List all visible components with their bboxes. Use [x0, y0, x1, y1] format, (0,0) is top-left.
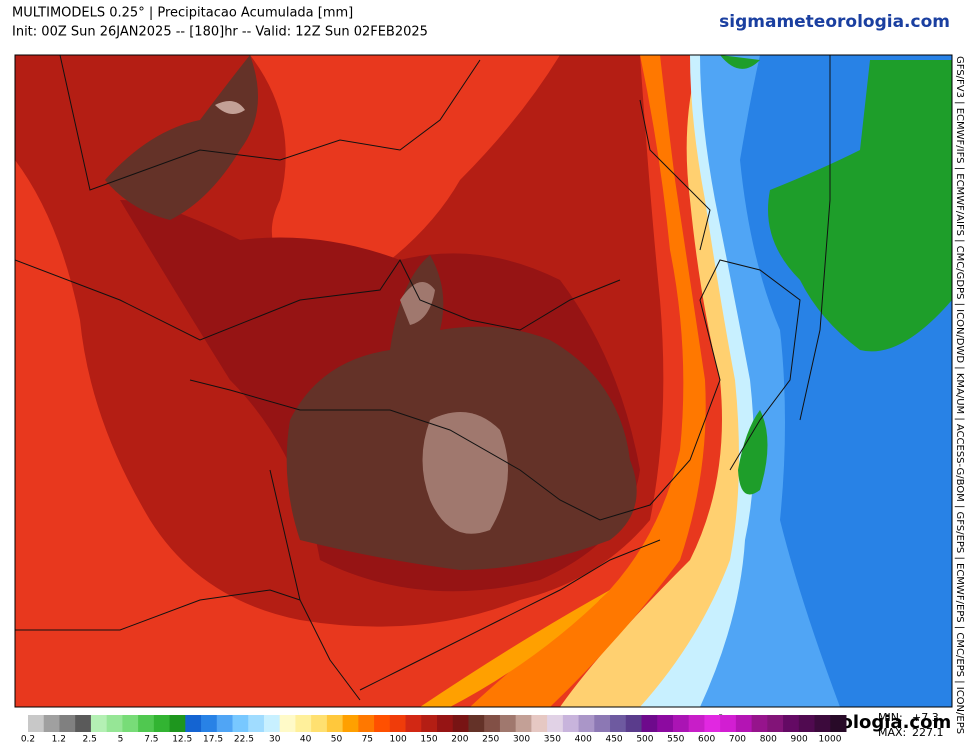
- colorbar-swatch: [248, 715, 265, 732]
- colorbar-swatch: [798, 715, 816, 732]
- colorbar-swatch: [657, 715, 674, 732]
- colorbar-label: 400: [575, 735, 592, 744]
- colorbar-swatch: [515, 715, 532, 732]
- colorbar-swatch: [531, 715, 548, 732]
- colorbar-swatch: [578, 715, 595, 732]
- colorbar-swatch: [499, 715, 517, 732]
- colorbar-label: 1000: [819, 735, 842, 744]
- colorbar-label: 5: [118, 735, 124, 744]
- colorbar-label: 700: [729, 735, 746, 744]
- site-name: sigmameteorologia.com: [719, 12, 950, 32]
- colorbar-swatch: [610, 715, 627, 732]
- colorbar-label: 7.5: [144, 735, 158, 744]
- colorbar-label: 900: [791, 735, 808, 744]
- colorbar-label: 40: [300, 735, 312, 744]
- colorbar-label: 100: [390, 735, 407, 744]
- precip-map: [15, 55, 952, 707]
- colorbar: 0.2 1.2 2.5 5 7.5 12.5 17.5 22.5 30 40 50 75 100 150 2…: [21, 715, 847, 745]
- colorbar-label: 50: [331, 735, 343, 744]
- colorbar-swatch: [232, 715, 249, 732]
- colorbar-label: 450: [605, 735, 622, 744]
- colorbar-swatch: [90, 715, 108, 732]
- colorbar-swatch: [185, 715, 202, 732]
- colorbar-swatch: [389, 715, 407, 732]
- colorbar-label: 550: [667, 735, 684, 744]
- colorbar-label: 12.5: [172, 735, 192, 744]
- colorbar-label: 2.5: [83, 735, 97, 744]
- colorbar-swatch: [625, 715, 642, 732]
- colorbar-swatch: [484, 715, 501, 732]
- colorbar-swatch: [358, 715, 375, 732]
- colorbar-swatch: [547, 715, 564, 732]
- colorbar-label: 17.5: [203, 735, 223, 744]
- colorbar-swatch: [201, 715, 218, 732]
- colorbar-swatch: [374, 715, 391, 732]
- colorbar-label: 800: [760, 735, 777, 744]
- colorbar-label: 30: [269, 735, 281, 744]
- colorbar-label: 1.2: [52, 735, 66, 744]
- colorbar-swatch: [295, 715, 312, 732]
- colorbar-swatch: [326, 715, 344, 732]
- colorbar-swatch: [138, 715, 155, 732]
- colorbar-swatch: [437, 715, 454, 732]
- colorbar-label: 600: [698, 735, 715, 744]
- colorbar-swatch: [169, 715, 186, 732]
- colorbar-swatch: [814, 715, 831, 732]
- colorbar-swatch: [830, 715, 847, 732]
- colorbar-label: 300: [513, 735, 530, 744]
- colorbar-swatch: [594, 715, 611, 732]
- colorbar-swatch: [342, 715, 359, 732]
- colorbar-label: 22.5: [234, 735, 254, 744]
- max-label: MAX:: [878, 726, 906, 739]
- colorbar-swatch: [421, 715, 438, 732]
- colorbar-label: 500: [636, 735, 653, 744]
- colorbar-swatch: [767, 715, 784, 732]
- colorbar-swatch: [452, 715, 469, 732]
- colorbar-swatch: [405, 715, 422, 732]
- colorbar-swatch: [672, 715, 690, 732]
- colorbar-swatch: [43, 715, 60, 732]
- model-list: GFS/FV3 | ECMWF/IFS | ECMWF/AIFS | CMC/G…: [954, 56, 965, 734]
- colorbar-swatch: [751, 715, 768, 732]
- colorbar-label: 0.2: [21, 735, 35, 744]
- colorbar-swatch: [28, 715, 45, 732]
- colorbar-label: 350: [544, 735, 561, 744]
- subtitle: Init: 00Z Sun 26JAN2025 -- [180]hr -- Va…: [12, 25, 428, 40]
- colorbar-swatch: [704, 715, 721, 732]
- colorbar-swatch: [263, 715, 281, 732]
- colorbar-swatch: [468, 715, 485, 732]
- colorbar-swatch: [216, 715, 233, 732]
- min-value: +7.3: [912, 711, 939, 724]
- max-value: 227.1: [912, 726, 944, 739]
- colorbar-swatch: [122, 715, 139, 732]
- colorbar-swatch: [735, 715, 753, 732]
- map-frame: [14, 54, 953, 708]
- colorbar-label: 150: [420, 735, 437, 744]
- colorbar-swatch: [641, 715, 658, 732]
- colorbar-swatch: [783, 715, 800, 732]
- colorbar-label: 75: [362, 735, 373, 744]
- title: MULTIMODELS 0.25° | Precipitacao Acumula…: [12, 6, 353, 21]
- colorbar-swatch: [279, 715, 296, 732]
- colorbar-label: 200: [451, 735, 468, 744]
- colorbar-swatch: [106, 715, 123, 732]
- colorbar-swatch: [720, 715, 737, 732]
- colorbar-swatch: [75, 715, 92, 732]
- min-label: MIN:: [878, 711, 903, 724]
- colorbar-swatch: [562, 715, 580, 732]
- colorbar-swatch: [311, 715, 328, 732]
- colorbar-swatch: [153, 715, 171, 732]
- colorbar-label: 250: [482, 735, 499, 744]
- colorbar-swatch: [688, 715, 705, 732]
- colorbar-swatch: [59, 715, 76, 732]
